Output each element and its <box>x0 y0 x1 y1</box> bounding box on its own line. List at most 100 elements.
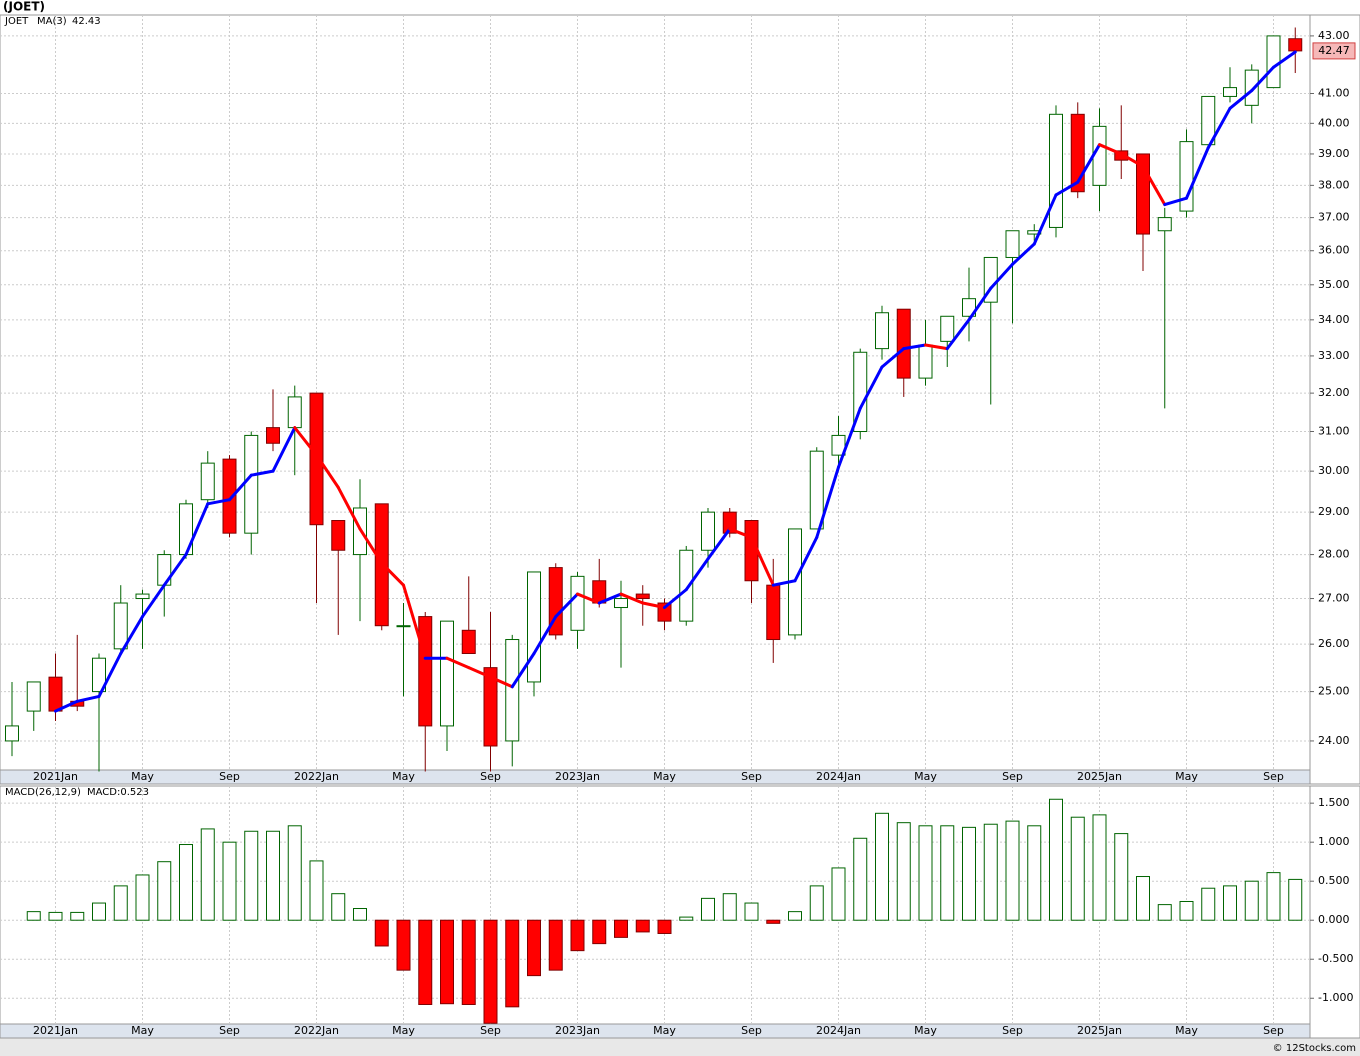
ma-segment <box>554 592 579 619</box>
macd-bar <box>483 919 498 1024</box>
macd-bar <box>635 919 650 933</box>
x-tick-label: May <box>914 1024 937 1037</box>
footer-bg <box>0 1038 1360 1056</box>
ma-segment <box>576 592 601 605</box>
y-tick-label: 1.500 <box>1318 796 1350 809</box>
x-tick-label: 2025Jan <box>1077 1024 1122 1037</box>
y-tick-label: 35.00 <box>1318 278 1350 291</box>
candle-body <box>570 575 585 631</box>
ma-segment <box>1054 180 1080 197</box>
macd-bar <box>26 911 41 921</box>
macd-bar <box>244 830 259 921</box>
candle-body <box>527 571 541 683</box>
x-tick-label: Sep <box>741 1024 762 1037</box>
y-tick-label: 30.00 <box>1318 464 1350 477</box>
macd-bar <box>1179 900 1194 921</box>
macd-bar <box>396 919 411 971</box>
candle-body <box>809 450 824 530</box>
x-tick-label: 2023Jan <box>555 1024 600 1037</box>
ma-segment <box>532 615 558 656</box>
macd-bar <box>744 902 759 921</box>
legend-ma-value: 42.43 <box>72 16 101 27</box>
macd-bar <box>831 867 846 921</box>
x-tick-label: Sep <box>1263 770 1284 783</box>
y-tick-label: 32.00 <box>1318 386 1350 399</box>
macd-bar <box>1092 814 1107 921</box>
macd-bar <box>353 908 367 921</box>
y-axis-area <box>1309 14 1360 785</box>
plot-area <box>0 785 1311 1025</box>
y-tick-label: 39.00 <box>1318 147 1350 160</box>
candle-body <box>5 725 19 742</box>
macd-bar <box>179 844 193 921</box>
candle-body <box>222 458 237 534</box>
candle-body <box>875 312 889 350</box>
x-tick-label: Sep <box>219 1024 240 1037</box>
ma-segment <box>336 485 362 531</box>
candle-body <box>614 598 628 609</box>
ma-segment <box>510 652 536 689</box>
candle-body <box>135 593 150 600</box>
legend-ticker: JOET <box>4 16 29 27</box>
macd-bar <box>722 893 737 921</box>
candle-body <box>766 584 781 641</box>
y-tick-label: 41.00 <box>1318 86 1350 99</box>
candle-body <box>200 462 215 501</box>
y-tick-label: 25.00 <box>1318 685 1350 698</box>
macd-bar <box>222 841 237 921</box>
x-tick-label: May <box>392 770 415 783</box>
plot-area <box>0 14 1311 771</box>
x-tick-label: May <box>131 770 154 783</box>
legend-macd-name: MACD(26,12,9) <box>5 787 81 798</box>
macd-bar <box>940 825 955 921</box>
ma-segment <box>945 318 971 351</box>
candle-body <box>505 639 520 742</box>
y-tick-label: 28.00 <box>1318 548 1350 561</box>
candle-body <box>1005 230 1020 258</box>
y-tick-label: 24.00 <box>1318 734 1350 747</box>
ma-segment <box>706 527 732 561</box>
macd-bar <box>875 812 889 921</box>
macd-bar <box>287 825 302 921</box>
x-tick-label: Sep <box>219 770 240 783</box>
macd-bar <box>1288 878 1303 921</box>
candle-body <box>1223 87 1237 97</box>
candle-body <box>418 616 433 727</box>
ma-segment <box>1011 242 1036 266</box>
candle-body <box>1266 35 1281 89</box>
macd-bar <box>1027 825 1042 921</box>
chart-title: (JOET) <box>3 0 45 14</box>
ma-segment <box>249 469 275 477</box>
macd-bar <box>1114 833 1129 921</box>
ma-segment <box>141 583 166 619</box>
candle-body <box>440 620 454 727</box>
macd-bar <box>548 919 563 971</box>
macd-bar <box>266 830 280 921</box>
candle-body <box>113 602 128 650</box>
y-axis-area <box>1309 785 1360 1039</box>
ma-segment <box>1141 164 1167 207</box>
y-tick-label: -0.500 <box>1318 952 1353 965</box>
x-tick-label: 2021Jan <box>33 1024 78 1037</box>
ma-segment <box>815 465 840 539</box>
ma-segment <box>597 592 623 605</box>
ma-segment <box>1185 146 1210 200</box>
candle-body <box>1092 125 1107 186</box>
macd-bar <box>614 919 628 938</box>
ma-segment <box>97 652 123 698</box>
candle-body <box>244 434 259 534</box>
price-box <box>1312 42 1356 60</box>
macd-bar <box>679 916 694 921</box>
candle-body <box>396 625 411 628</box>
candle-body <box>962 298 976 317</box>
y-tick-label: 43.00 <box>1318 29 1350 42</box>
macd-bar <box>309 860 324 921</box>
x-tick-label: Sep <box>480 770 501 783</box>
x-tick-label: May <box>653 1024 676 1037</box>
ma-segment <box>728 527 753 539</box>
x-tick-label: May <box>392 1024 415 1037</box>
candle-body <box>309 392 324 526</box>
candle-body <box>331 520 346 551</box>
ma-segment <box>402 583 427 660</box>
